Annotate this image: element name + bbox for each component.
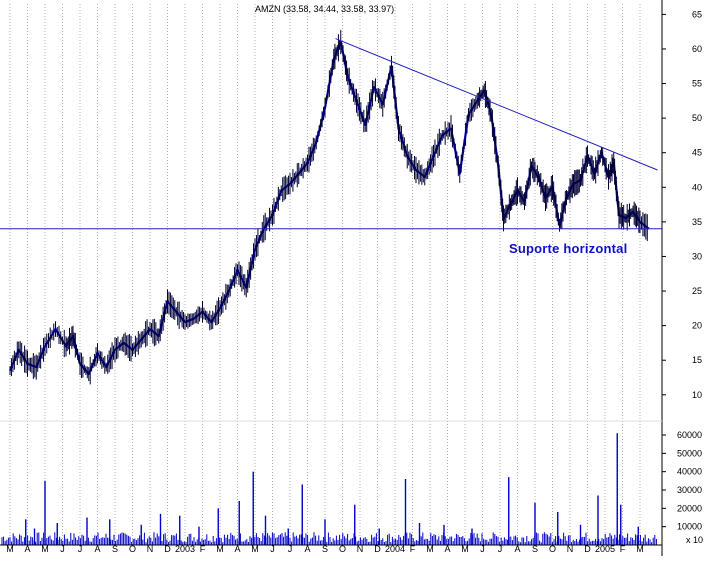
price-tick-label: 10 <box>692 390 702 400</box>
x-tick-label: D <box>164 544 171 554</box>
x-tick-label: 2004 <box>385 544 405 554</box>
x-tick-label: O <box>129 544 136 554</box>
x-tick-label: F <box>410 544 416 554</box>
x-tick-label: F <box>200 544 206 554</box>
price-tick-label: 55 <box>692 79 702 89</box>
price-tick-label: 45 <box>692 148 702 158</box>
x-tick-label: M <box>461 544 469 554</box>
x-tick-label: D <box>374 544 381 554</box>
x-tick-label: A <box>234 544 240 554</box>
x-tick-label: J <box>498 544 503 554</box>
x-tick-label: O <box>339 544 346 554</box>
volume-tick-label: 30000 <box>677 485 702 495</box>
x-tick-label: S <box>532 544 538 554</box>
volume-tick-label: 10000 <box>677 522 702 532</box>
volume-tick-label: 60000 <box>677 430 702 440</box>
x-tick-label: J <box>288 544 293 554</box>
price-tick-label: 35 <box>692 217 702 227</box>
price-tick-label: 25 <box>692 286 702 296</box>
price-tick-label: 30 <box>692 251 702 261</box>
price-tick-label: 20 <box>692 321 702 331</box>
x-tick-label: M <box>41 544 49 554</box>
x-tick-label: M <box>6 544 14 554</box>
x-tick-label: A <box>304 544 310 554</box>
price-series <box>8 29 650 385</box>
price-tick-label: 65 <box>692 9 702 19</box>
volume-unit-label: x 10 <box>686 535 703 545</box>
resistance-trendline <box>335 38 658 171</box>
x-tick-label: F <box>620 544 626 554</box>
x-tick-label: N <box>357 544 364 554</box>
x-tick-label: J <box>480 544 485 554</box>
x-tick-label: A <box>444 544 450 554</box>
x-tick-label: N <box>567 544 574 554</box>
x-tick-label: M <box>216 544 224 554</box>
x-tick-label: M <box>426 544 434 554</box>
volume-bars <box>1 433 657 545</box>
x-tick-label: J <box>78 544 83 554</box>
chart-title: AMZN (33.58, 34.44, 33.58, 33.97) <box>255 4 394 14</box>
price-tick-label: 15 <box>692 355 702 365</box>
volume-tick-label: 40000 <box>677 467 702 477</box>
x-tick-label: A <box>514 544 520 554</box>
x-tick-label: A <box>94 544 100 554</box>
price-tick-label: 40 <box>692 182 702 192</box>
x-tick-label: J <box>60 544 65 554</box>
x-tick-label: A <box>24 544 30 554</box>
trend-lines <box>0 38 662 230</box>
x-tick-label: D <box>584 544 591 554</box>
x-tick-label: S <box>112 544 118 554</box>
volume-tick-label: 20000 <box>677 503 702 513</box>
x-tick-label: 2005 <box>595 544 615 554</box>
x-tick-label: J <box>270 544 275 554</box>
x-tick-label: M <box>251 544 259 554</box>
price-tick-label: 50 <box>692 113 702 123</box>
x-tick-label: N <box>147 544 154 554</box>
x-tick-label: O <box>549 544 556 554</box>
volume-tick-label: 50000 <box>677 448 702 458</box>
price-tick-label: 60 <box>692 44 702 54</box>
x-tick-label: M <box>636 544 644 554</box>
support-annotation: Suporte horizontal <box>509 241 627 256</box>
x-tick-label: 2003 <box>175 544 195 554</box>
x-tick-label: S <box>322 544 328 554</box>
